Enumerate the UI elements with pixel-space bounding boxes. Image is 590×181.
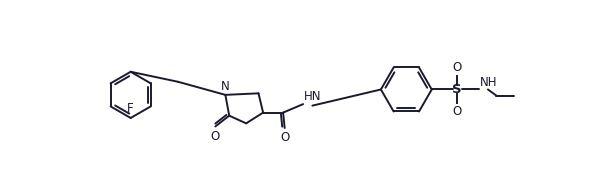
Text: F: F	[127, 102, 134, 115]
Text: HN: HN	[304, 90, 322, 103]
Text: O: O	[453, 61, 462, 74]
Text: O: O	[281, 131, 290, 144]
Text: NH: NH	[480, 76, 497, 89]
Text: S: S	[453, 83, 462, 96]
Text: N: N	[221, 80, 230, 92]
Text: O: O	[210, 130, 219, 142]
Text: O: O	[453, 105, 462, 118]
